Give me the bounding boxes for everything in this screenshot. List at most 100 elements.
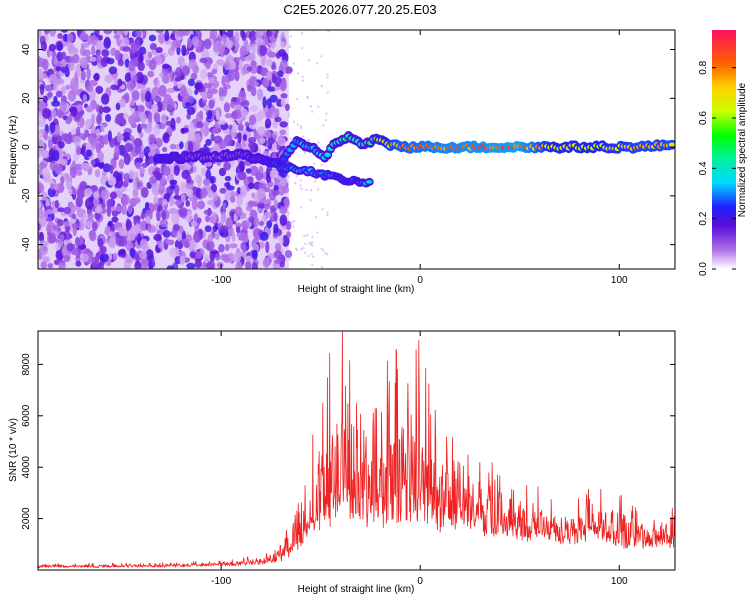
heatmap-noise-cell (296, 123, 300, 126)
snr-y-tick-label: 4000 (21, 456, 32, 479)
heatmap-noise-cell (201, 167, 207, 176)
heatmap-noise-cell (145, 216, 151, 225)
heatmap-noise-cell (200, 187, 208, 199)
heatmap-noise-cell (241, 220, 250, 231)
heatmap-noise-cell (132, 188, 139, 198)
heatmap-noise-cell (206, 261, 215, 269)
heatmap-noise-cell (231, 232, 236, 242)
heatmap-noise-cell (38, 215, 47, 228)
heatmap-noise-cell (38, 129, 42, 140)
heatmap-noise-cell (45, 209, 54, 215)
heatmap-noise-cell (68, 62, 75, 71)
heatmap-noise-cell (258, 220, 265, 227)
heatmap-noise-cell (314, 216, 318, 219)
heatmap-noise-cell (40, 40, 48, 52)
heatmap-noise-cell (49, 121, 56, 134)
heatmap-noise-cell (305, 188, 308, 192)
heatmap-noise-cell (91, 113, 96, 125)
heatmap-noise-cell (273, 32, 278, 39)
heatmap-noise-cell (235, 222, 243, 228)
heatmap-noise-cell (248, 182, 255, 190)
heatmap-noise-cell (320, 163, 323, 167)
heatmap-noise-cell (202, 92, 208, 101)
heatmap-noise-cell (139, 167, 146, 174)
heatmap-noise-cell (80, 57, 88, 69)
heatmap-noise-cell (299, 184, 302, 187)
heatmap-noise-cell (148, 59, 157, 71)
heatmap-x-axis-label: Height of straight line (km) (298, 284, 415, 295)
heatmap-noise-cell (38, 223, 41, 231)
heatmap-noise-cell (273, 212, 278, 222)
heatmap-noise-cell (57, 33, 63, 39)
heatmap-noise-cell (203, 82, 210, 88)
heatmap-noise-cell (102, 106, 111, 113)
heatmap-noise-cell (56, 78, 65, 85)
heatmap-noise-cell (247, 52, 256, 61)
heatmap-noise-cell (66, 33, 74, 43)
heatmap-noise-cell (55, 90, 63, 98)
heatmap-noise-cell (52, 150, 60, 162)
heatmap-noise-cell (279, 81, 287, 92)
heatmap-noise-cell (176, 231, 182, 242)
heatmap-noise-cell (240, 108, 248, 118)
heatmap-noise-cell (317, 141, 320, 144)
heatmap-noise-cell (58, 234, 65, 241)
heatmap-noise-cell (113, 30, 118, 35)
heatmap-noise-cell (159, 72, 164, 78)
signal-track-mark-core (324, 152, 331, 158)
heatmap-noise-cell (76, 66, 82, 77)
heatmap-noise-cell (242, 134, 247, 142)
heatmap-noise-cell (82, 49, 91, 57)
heatmap-noise-cell (273, 223, 279, 234)
heatmap-noise-cell (126, 257, 132, 263)
heatmap-noise-cell (145, 201, 150, 209)
heatmap-noise-cell (264, 118, 272, 129)
heatmap-noise-cell (195, 187, 202, 199)
heatmap-noise-cell (53, 57, 58, 65)
heatmap-noise-cell (95, 128, 100, 136)
colorbar-tick-label: 0.8 (698, 60, 709, 74)
heatmap-noise-cell (277, 70, 284, 78)
heatmap-noise-cell (75, 126, 81, 138)
heatmap-noise-cell (46, 224, 52, 233)
heatmap-noise-cell (180, 193, 186, 203)
heatmap-noise-cell (232, 121, 237, 134)
heatmap-noise-cell (41, 191, 48, 201)
heatmap-noise-cell (221, 75, 226, 87)
heatmap-noise-cell (197, 200, 205, 210)
heatmap-noise-cell (161, 113, 167, 126)
heatmap-noise-cell (251, 43, 257, 54)
heatmap-noise-cell (251, 262, 258, 269)
heatmap-noise-cell (46, 216, 52, 222)
heatmap-noise-cell (139, 251, 148, 259)
heatmap-noise-cell (256, 188, 266, 199)
heatmap-noise-cell (115, 113, 124, 125)
heatmap-noise-cell (202, 261, 207, 269)
heatmap-noise-cell (124, 72, 132, 83)
heatmap-noise-cell (237, 132, 242, 144)
heatmap-noise-cell (115, 102, 121, 111)
heatmap-noise-cell (265, 70, 273, 81)
heatmap-noise-cell (218, 119, 227, 125)
heatmap-noise-cell (205, 215, 210, 223)
heatmap-noise-cell (105, 114, 112, 122)
heatmap-noise-cell (135, 71, 144, 84)
heatmap-noise-cell (310, 252, 314, 256)
colorbar-gradient (712, 30, 736, 269)
heatmap-noise-cell (139, 238, 148, 250)
heatmap-noise-cell (295, 175, 298, 178)
heatmap-noise-cell (175, 67, 183, 78)
heatmap-noise-cell (47, 91, 53, 98)
heatmap-noise-cell (149, 43, 157, 51)
heatmap-noise-cell (191, 36, 199, 47)
heatmap-noise-cell (311, 235, 314, 238)
heatmap-noise-cell (279, 175, 287, 188)
heatmap-noise-cell (304, 242, 307, 246)
heatmap-noise-cell (169, 143, 177, 150)
heatmap-noise-cell (257, 88, 264, 101)
heatmap-noise-cell (284, 103, 290, 112)
heatmap-noise-cell (206, 240, 215, 250)
heatmap-noise-cell (106, 198, 113, 208)
heatmap-noise-cell (159, 219, 169, 228)
heatmap-noise-cell (299, 125, 303, 128)
